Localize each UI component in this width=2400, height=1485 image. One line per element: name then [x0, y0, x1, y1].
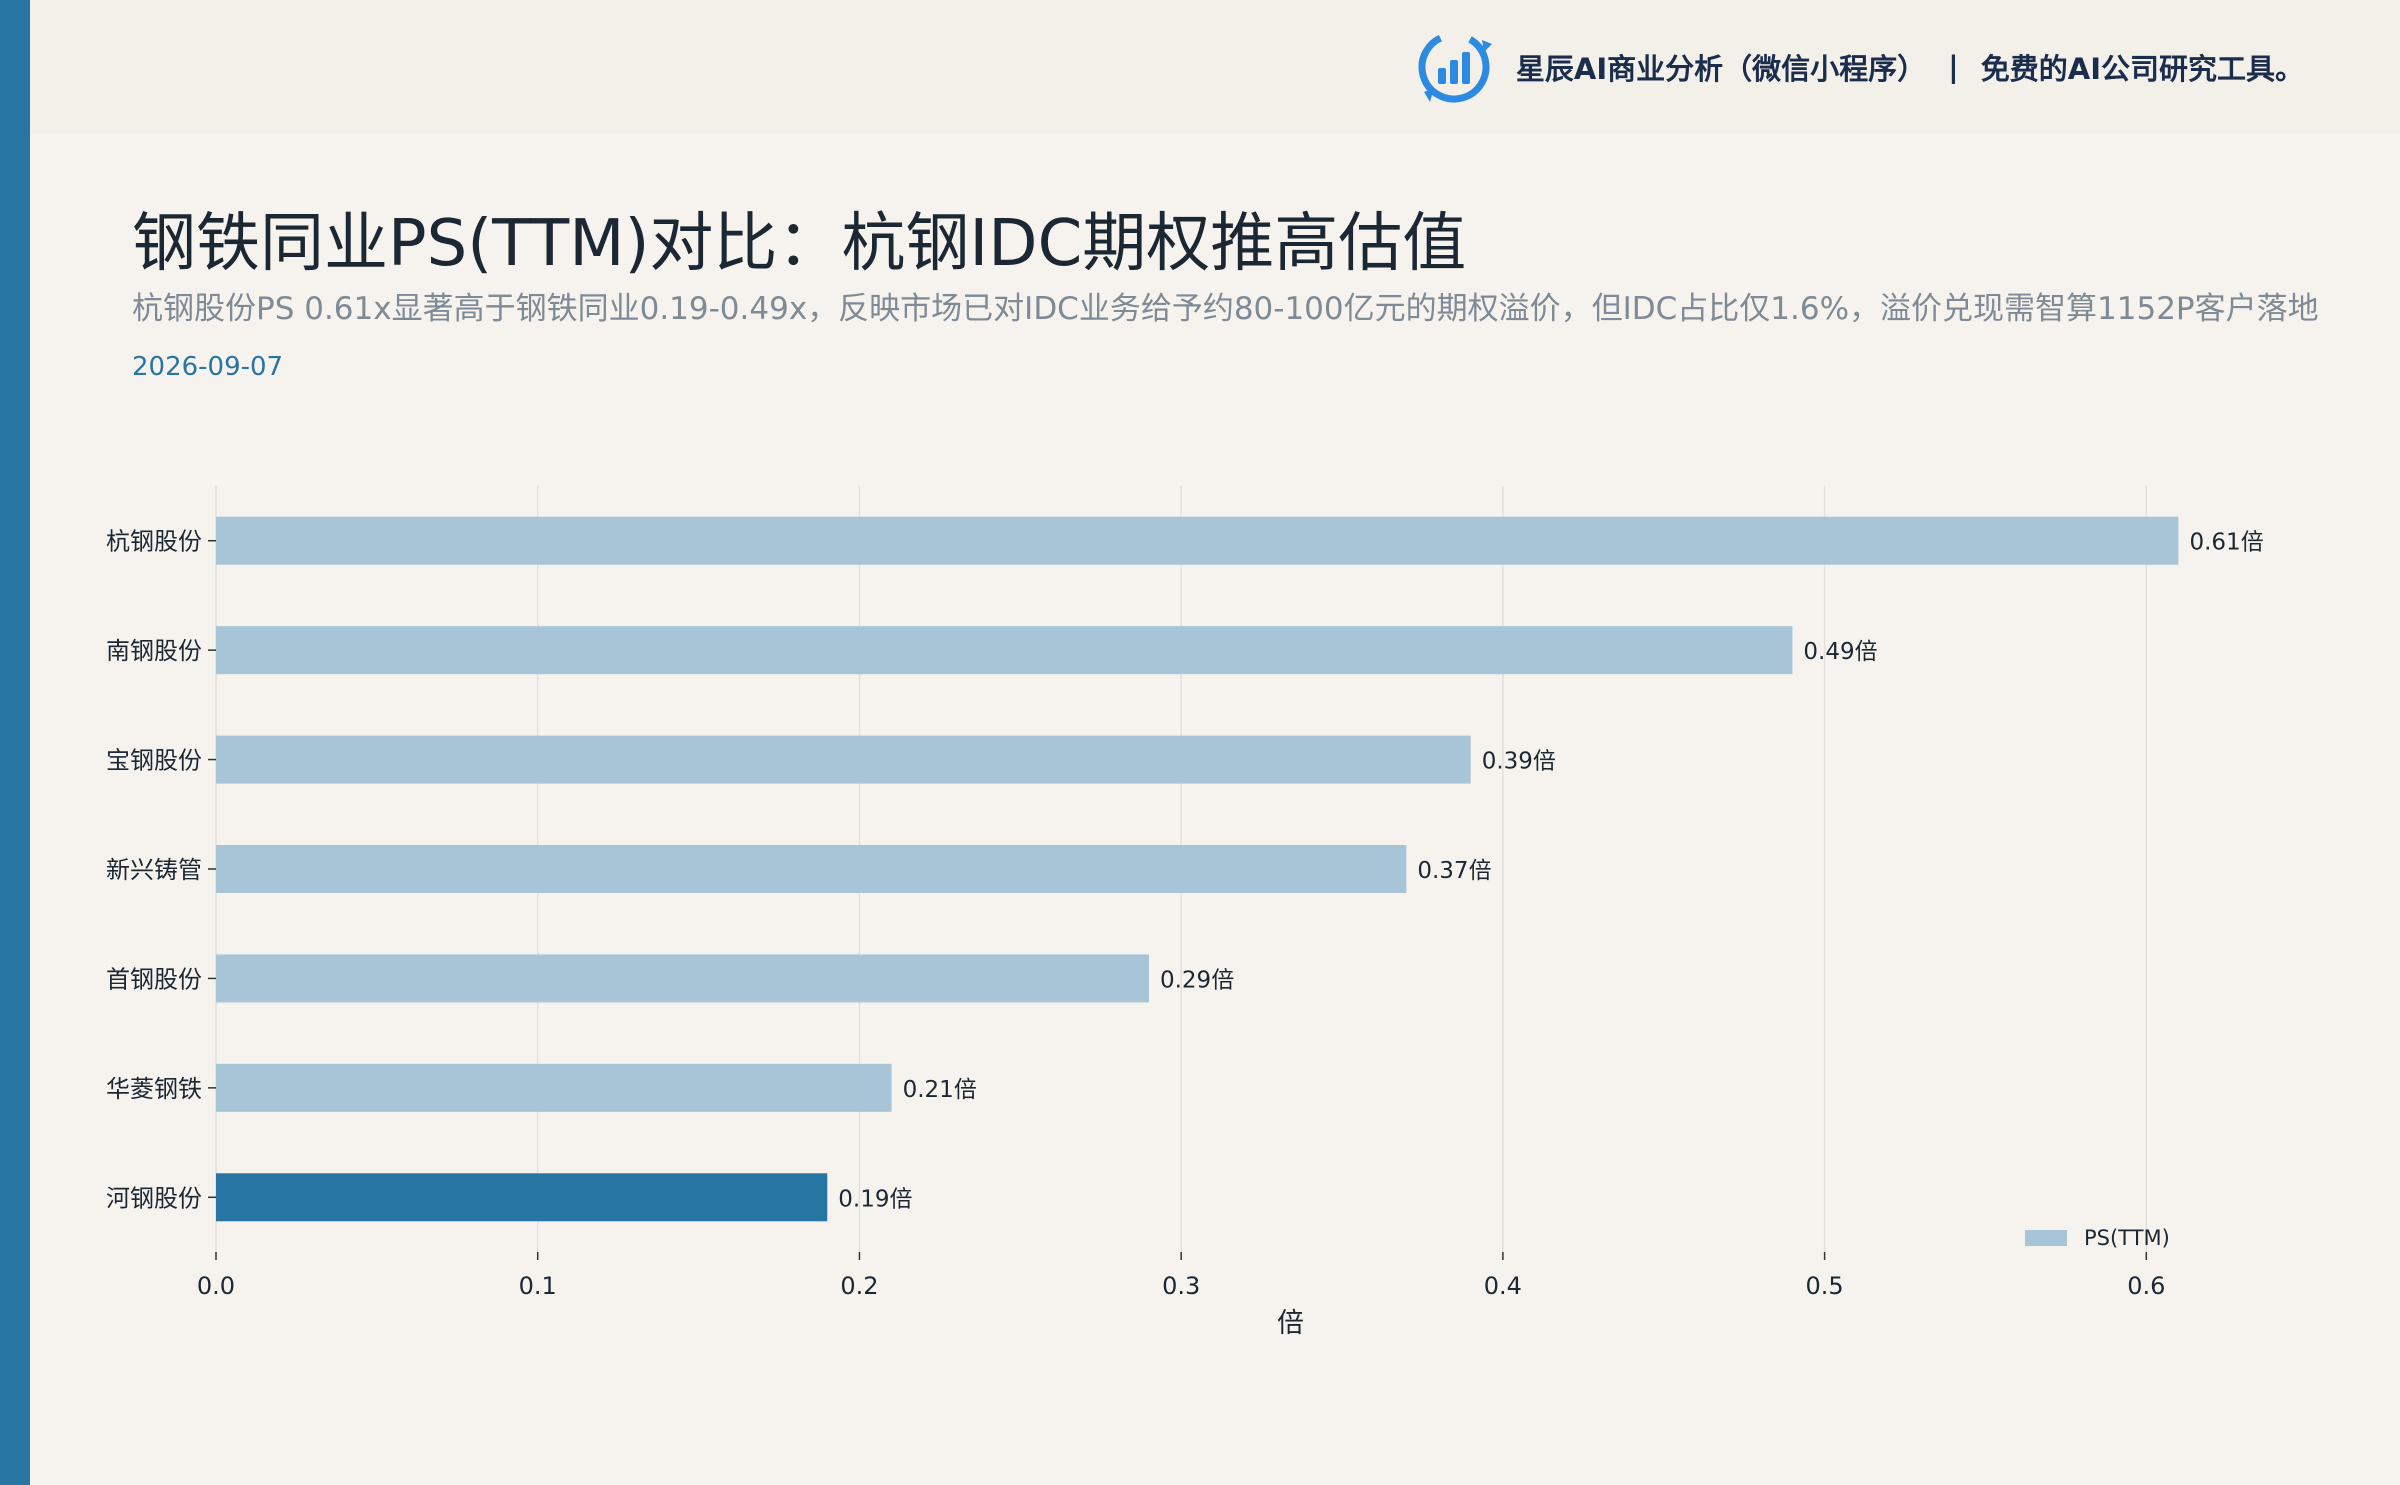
ps-ttm-bar-chart: 0.61倍 杭钢股份 0.49倍 南钢股份 0.39倍 宝钢股份 0.37倍 新兴铸管 0.29…: [106, 486, 2264, 1339]
brand-name: 星辰AI商业分析（微信小程序）: [1515, 52, 1927, 86]
brand[interactable]: 星辰AI商业分析（微信小程序） | 免费的AI公司研究工具。: [1416, 22, 2304, 112]
left-accent-bar: [0, 0, 30, 1485]
bar-1: [216, 626, 1793, 675]
category-label-6: 河钢股份: [106, 1184, 202, 1212]
value-label-4: 0.29倍: [1160, 967, 1234, 993]
legend-swatch: [2025, 1230, 2067, 1246]
page-title: 钢铁同业PS(TTM)对比：杭钢IDC期权推高估值: [132, 207, 1467, 281]
bar-0: [216, 516, 2179, 565]
value-label-3: 0.37倍: [1417, 858, 1491, 884]
page-subtitle: 杭钢股份PS 0.61x显著高于钢铁同业0.19-0.49x，反映市场已对IDC…: [132, 291, 2319, 327]
brand-slogan: 免费的AI公司研究工具。: [1980, 52, 2304, 86]
x-tick-label-1: 0.1: [519, 1272, 557, 1300]
bar-5: [216, 1063, 892, 1112]
category-label-3: 新兴铸管: [106, 856, 202, 884]
top-banner: 星辰AI商业分析（微信小程序） | 免费的AI公司研究工具。: [30, 0, 2400, 134]
x-axis-label: 倍: [1277, 1308, 1304, 1339]
category-label-4: 首钢股份: [106, 965, 202, 993]
category-label-2: 宝钢股份: [106, 747, 202, 775]
value-label-6: 0.19倍: [838, 1186, 912, 1212]
x-tick-label-6: 0.6: [2127, 1272, 2165, 1300]
category-label-1: 南钢股份: [106, 637, 202, 665]
value-label-0: 0.61倍: [2189, 530, 2263, 556]
value-label-5: 0.21倍: [903, 1077, 977, 1103]
x-tick-label-5: 0.5: [1806, 1272, 1844, 1300]
x-tick-label-2: 0.2: [840, 1272, 878, 1300]
x-tick-label-3: 0.3: [1162, 1272, 1200, 1300]
x-tick-label-0: 0.0: [197, 1272, 235, 1300]
bar-3: [216, 845, 1407, 893]
value-label-2: 0.39倍: [1482, 749, 1556, 775]
category-label-5: 华菱钢铁: [106, 1075, 202, 1103]
brand-separator: |: [1948, 50, 1959, 84]
bar-4: [216, 954, 1149, 1003]
bar-2: [216, 735, 1471, 784]
page-date: 2026-09-07: [132, 352, 284, 382]
bar-6: [216, 1173, 828, 1222]
category-label-0: 杭钢股份: [106, 528, 202, 556]
legend-label: PS(TTM): [2084, 1226, 2170, 1250]
value-label-1: 0.49倍: [1803, 639, 1877, 665]
bar-chart-refresh-icon: [1418, 31, 1492, 103]
x-tick-label-4: 0.4: [1484, 1272, 1522, 1300]
